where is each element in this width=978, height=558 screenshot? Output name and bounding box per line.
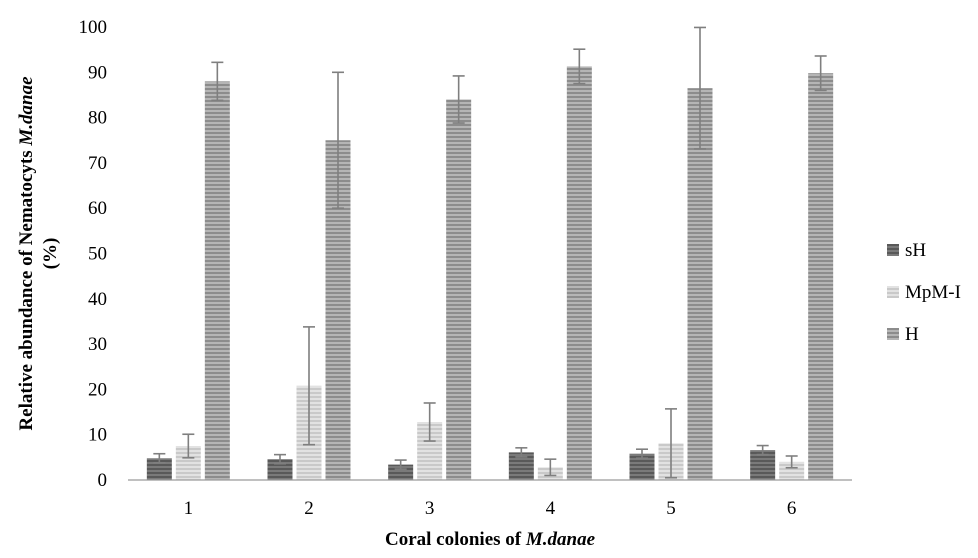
legend: sH MpM-I H [887,240,961,345]
y-tick-label: 90 [88,62,107,83]
bars [146,66,834,481]
y-tick-label: 20 [88,379,107,400]
y-tick-label: 60 [88,198,107,219]
x-tick-label: 6 [787,498,797,519]
bar-sh-3 [388,464,414,480]
bar-h-1 [204,81,230,481]
x-tick-label: 4 [546,498,556,519]
legend-item: sH [887,240,926,261]
error-bar [515,447,528,458]
legend-label: H [905,324,919,345]
legend-swatch [887,244,899,256]
error-bar [153,452,166,464]
error-bar [182,433,195,459]
error-bar [573,48,586,85]
error-bar [423,402,436,442]
y-tick-label: 40 [88,289,107,310]
legend-swatch [887,328,899,340]
legend-swatch [887,286,899,298]
legend-label: sH [905,240,926,261]
error-bar [756,444,769,456]
x-tick-label: 3 [425,498,435,519]
y-tick-label: 100 [79,17,108,38]
y-tick-label: 50 [88,244,107,265]
error-bar [332,71,344,209]
error-bar [274,453,286,465]
y-axis-title-text: Relative abundance of Nematocyts [16,146,37,431]
error-bar [694,26,706,150]
x-axis-title-text: Coral colonies of [385,529,526,550]
error-bar [785,455,798,469]
y-tick-label: 30 [88,334,107,355]
bar-sh-2 [267,459,293,480]
y-axis-title-species: M.danae [16,76,37,147]
y-axis-title: Relative abundance of Nematocyts M.danae [16,76,37,431]
bar-h-6 [808,73,834,481]
x-axis-title-species: M.danae [525,529,596,550]
y-tick-label: 70 [88,153,107,174]
error-bar [636,448,648,460]
y-tick-label: 10 [88,425,107,446]
x-tick-label: 2 [304,498,314,519]
bar-mpm-i-6 [779,461,805,480]
y-axis-ticks: 0 10 20 30 40 50 60 70 80 90 100 [79,17,108,491]
legend-item: H [887,324,919,345]
error-bar [665,408,677,479]
y-tick-label: 80 [88,108,107,129]
y-axis-unit: (%) [40,238,61,270]
error-bar [211,61,224,102]
error-bar [303,326,315,446]
bar-h-3 [446,99,472,480]
x-axis-title: Coral colonies of M.danae [385,529,596,550]
legend-item: MpM-I [887,282,961,303]
x-tick-label: 5 [666,498,676,519]
legend-label: MpM-I [905,282,961,303]
error-bar [394,459,407,470]
error-bar [814,55,827,92]
bar-sh-1 [146,458,172,480]
error-bar [452,75,465,124]
x-axis-ticks: 1 2 3 4 5 6 [184,498,797,519]
bar-h-5 [687,88,713,480]
error-bars [153,26,827,479]
x-tick-label: 1 [184,498,194,519]
error-bar [544,458,557,477]
bar-h-4 [566,66,592,480]
y-tick-label: 0 [98,470,108,491]
